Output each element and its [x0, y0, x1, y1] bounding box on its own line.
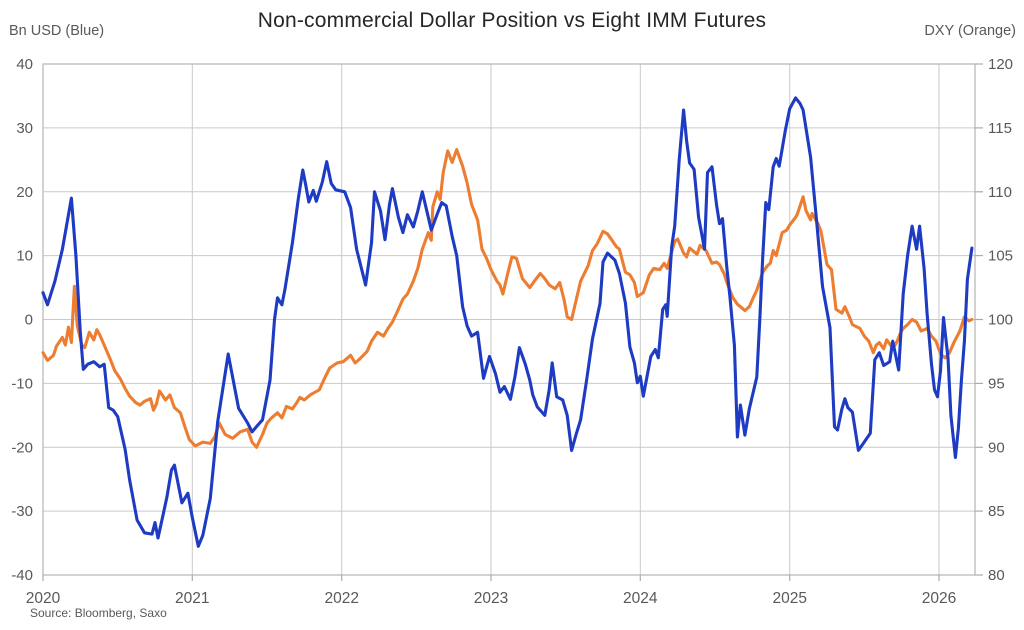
x-axis-tick-label: 2026: [922, 590, 956, 607]
left-axis-tick-label: -40: [11, 567, 33, 584]
left-axis-tick-label: -30: [11, 503, 33, 520]
left-axis-tick-label: 20: [16, 184, 33, 201]
left-axis-tick-label: -10: [11, 375, 33, 392]
right-axis-tick-label: 95: [988, 375, 1005, 392]
right-axis-tick-label: 90: [988, 439, 1005, 456]
left-axis-tick-label: 10: [16, 248, 33, 265]
x-axis-tick-label: 2025: [772, 590, 806, 607]
dxy-series-line: [41, 148, 974, 449]
right-axis-tick-label: 80: [988, 567, 1005, 584]
x-axis-tick-label: 2024: [623, 590, 658, 607]
x-axis-tick-label: 2020: [26, 590, 61, 607]
left-axis-tick-label: 30: [16, 120, 33, 137]
right-axis-tick-label: 105: [988, 248, 1013, 265]
right-axis-tick-label: 115: [988, 120, 1012, 137]
left-axis-title: Bn USD (Blue): [9, 23, 105, 39]
left-axis-tick-label: 0: [25, 312, 33, 329]
x-axis-tick-label: 2022: [324, 590, 358, 607]
right-axis-tick-label: 85: [988, 503, 1005, 520]
source-note: Source: Bloomberg, Saxo: [30, 606, 167, 620]
right-axis-tick-label: 120: [988, 56, 1013, 73]
x-axis-tick-label: 2023: [474, 590, 508, 607]
chart-title: Non-commercial Dollar Position vs Eight …: [257, 9, 767, 32]
right-axis-tick-label: 110: [988, 184, 1012, 201]
left-axis-tick-label: -20: [11, 439, 33, 456]
dollar-position-series-line: [41, 96, 974, 548]
left-axis-tick-label: 40: [16, 56, 33, 73]
x-axis-tick-label: 2021: [175, 590, 209, 607]
right-axis-title: DXY (Orange): [924, 23, 1016, 39]
right-axis-tick-label: 100: [988, 312, 1013, 329]
